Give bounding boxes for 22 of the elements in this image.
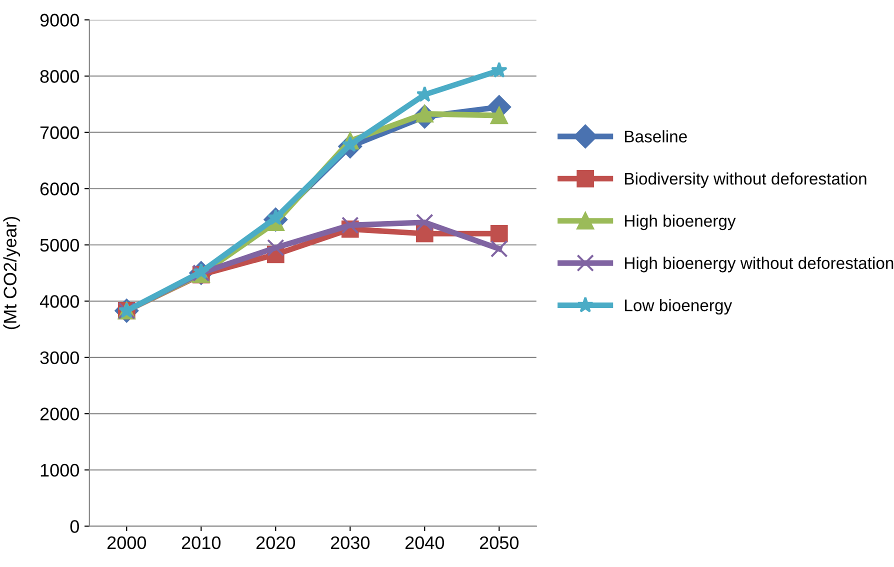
x-tick-label: 2050	[480, 536, 519, 550]
y-tick-label: 8000	[40, 70, 79, 83]
y-tick-label: 0	[70, 520, 79, 533]
x-tick-label: 2040	[405, 536, 444, 550]
y-axis-title: (Mt CO2/year)	[3, 216, 20, 330]
legend-label: High bioenergy without deforestation	[625, 256, 894, 272]
x-tick-label: 2010	[182, 536, 221, 550]
y-tick-label: 6000	[40, 182, 79, 196]
y-tick-label: 3000	[40, 351, 79, 364]
y-tick-label: 1000	[40, 464, 79, 477]
y-tick-label: 4000	[40, 295, 79, 308]
legend-label: Biodiversity without deforestation	[625, 172, 866, 188]
x-tick-label: 2000	[107, 536, 146, 550]
y-tick-label: 9000	[40, 14, 79, 27]
x-tick-label: 2030	[330, 536, 370, 550]
y-tick-label: 7000	[40, 126, 79, 140]
legend-label: High bioenergy	[625, 214, 736, 230]
y-tick-label: 5000	[40, 238, 79, 252]
legend-label: Low bioenergy	[625, 299, 732, 315]
y-tick-label: 2000	[40, 408, 79, 420]
x-tick-label: 2020	[256, 536, 296, 550]
legend-label: Baseline	[625, 130, 687, 142]
